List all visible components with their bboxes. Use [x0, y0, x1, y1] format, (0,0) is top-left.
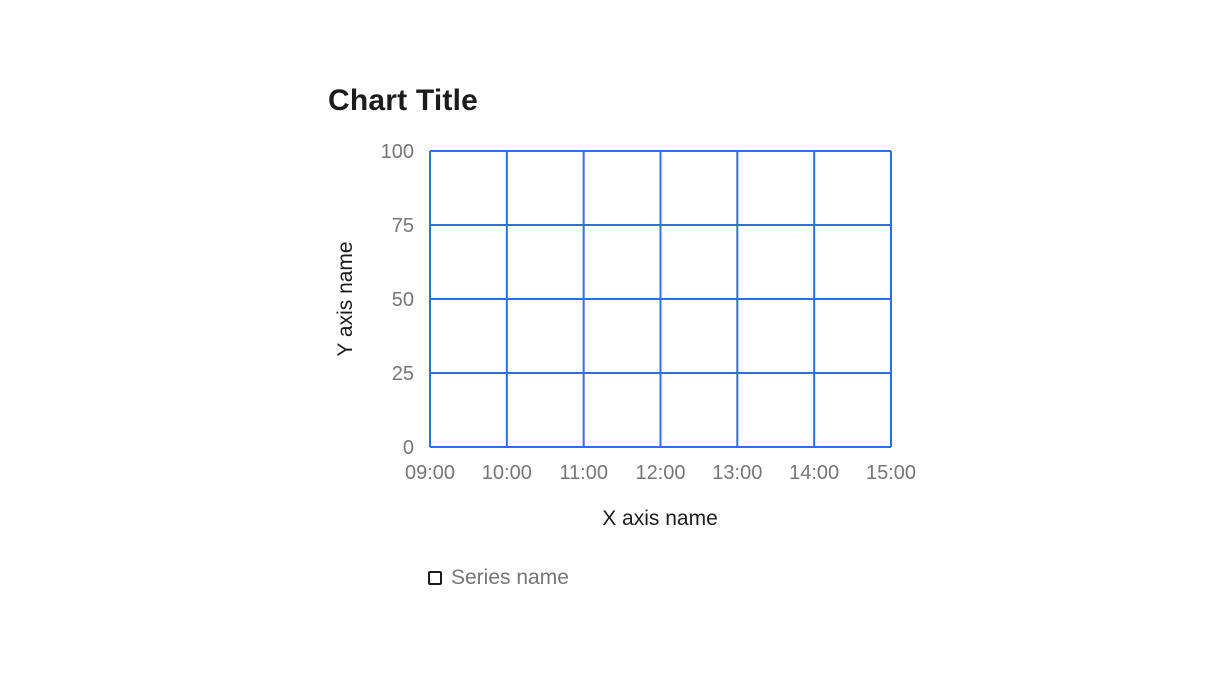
x-tick-label: 10:00 [482, 462, 532, 484]
y-tick-labels: 0 25 50 75 100 [381, 141, 414, 459]
y-tick-label: 75 [392, 215, 414, 237]
y-tick-label: 0 [403, 437, 414, 459]
legend: Series name [428, 566, 569, 590]
y-tick-label: 25 [392, 363, 414, 385]
x-axis-label: X axis name [602, 507, 718, 530]
y-tick-label: 50 [392, 289, 414, 311]
chart-title: Chart Title [328, 84, 479, 117]
x-tick-label: 15:00 [866, 462, 916, 484]
x-tick-label: 09:00 [405, 462, 455, 484]
x-tick-label: 12:00 [635, 462, 685, 484]
x-tick-labels: 09:00 10:00 11:00 12:00 13:00 14:00 15:00 [405, 462, 916, 484]
x-tick-label: 13:00 [712, 462, 762, 484]
y-axis-label: Y axis name [334, 241, 357, 356]
x-tick-label: 11:00 [559, 462, 608, 484]
legend-swatch[interactable] [428, 571, 442, 585]
legend-label: Series name [451, 566, 569, 589]
grid-layer [429, 150, 892, 448]
x-tick-label: 14:00 [789, 462, 839, 484]
y-tick-label: 100 [381, 141, 414, 163]
